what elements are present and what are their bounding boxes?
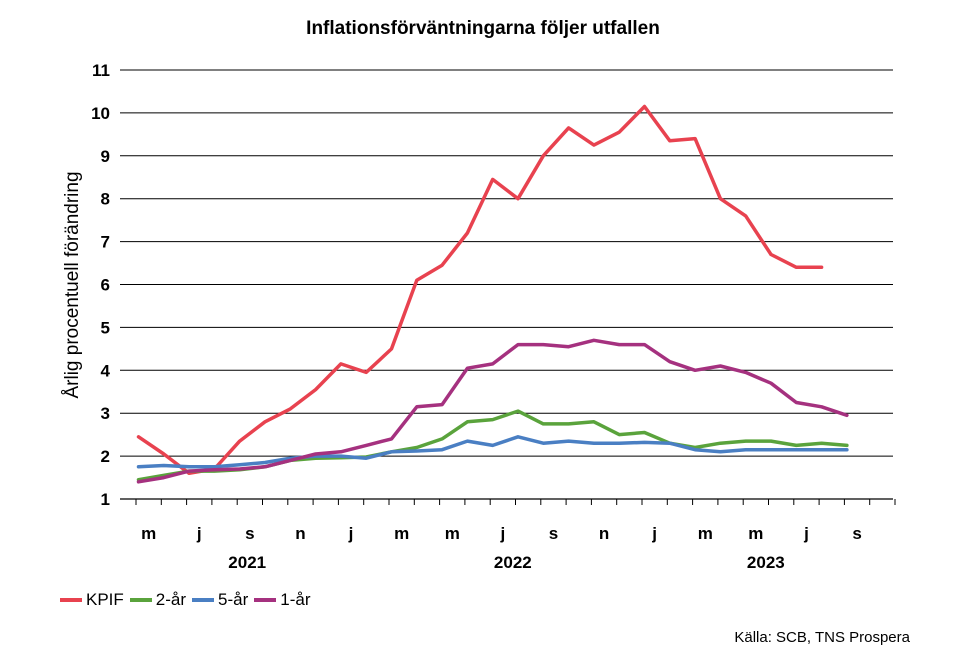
x-tick-label: j [348,524,354,543]
legend-swatch [60,598,82,602]
x-tick-label: s [549,524,558,543]
legend-swatch [192,598,215,602]
x-tick-label: j [196,524,202,543]
legend-item: KPIF [60,590,124,610]
tick-labels: 1 2 3 4 5 6 7 8 9 10 11 m j s n j m m j s n j m m j s 2021 2022 2023 [91,61,862,572]
y-tick-label: 6 [101,276,110,295]
x-tick-label: m [748,524,763,543]
legend: KPIF 2-år 5-år 1-år [60,590,317,610]
x-tick-label: m [698,524,713,543]
y-tick-label: 10 [91,104,110,123]
y-tick-label: 1 [101,490,110,509]
x-tick-label: n [295,524,305,543]
y-tick-label: 9 [101,147,110,166]
x-tick-label: n [599,524,609,543]
year-label: 2021 [228,553,266,572]
y-tick-label: 8 [101,190,110,209]
y-tick-label: 2 [101,447,110,466]
y-tick-label: 7 [101,233,110,252]
gridlines [120,69,893,457]
axes [120,498,896,505]
legend-swatch [254,598,277,602]
series-lines [136,104,849,484]
series-line-1-år [136,338,849,484]
year-label: 2022 [494,553,532,572]
y-axis-label: Årlig procentuell förändring [62,171,83,398]
y-tick-label: 4 [101,361,111,380]
legend-label: 1-år [280,590,311,609]
legend-label: KPIF [86,590,124,609]
x-tick-label: j [803,524,809,543]
x-tick-label: s [852,524,861,543]
legend-swatch [129,598,152,602]
source-note: Källa: SCB, TNS Prospera [734,629,910,646]
y-tick-label: 3 [101,404,110,423]
x-tick-label: m [394,524,409,543]
legend-item: 5-år [192,590,248,610]
legend-item: 2-år [129,590,187,610]
x-tick-label: j [651,524,657,543]
series-line-5-år [136,435,849,469]
y-tick-label: 5 [101,318,110,337]
legend-label: 2-år [155,590,187,609]
x-tick-label: s [245,524,254,543]
legend-item: 1-år [254,590,311,610]
y-tick-label: 11 [92,61,110,80]
x-tick-label: m [445,524,460,543]
x-tick-label: m [141,524,156,543]
series-line-KPIF [136,104,824,476]
year-label: 2023 [747,553,785,572]
chart-title: Inflationsförväntningarna följer utfalle… [306,18,660,39]
legend-label: 5-år [218,590,249,609]
x-tick-label: j [499,524,505,543]
